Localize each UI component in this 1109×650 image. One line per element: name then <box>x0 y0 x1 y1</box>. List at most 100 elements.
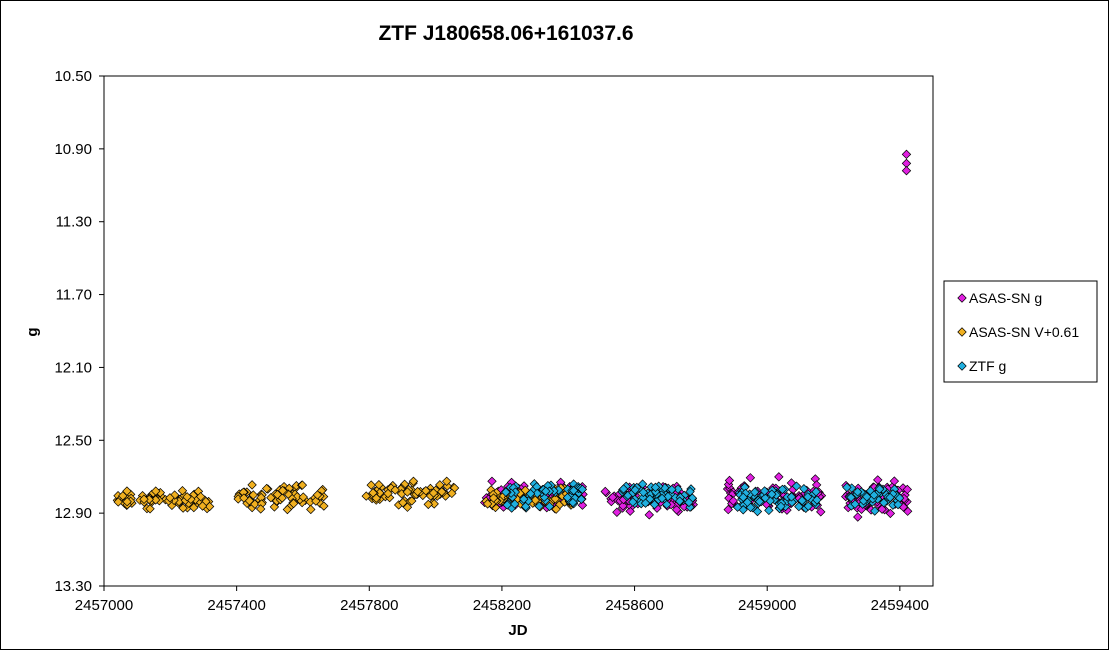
data-point <box>811 487 821 497</box>
data-point <box>435 480 445 490</box>
data-point <box>869 490 879 500</box>
data-point <box>442 476 452 486</box>
y-axis: 10.50 10.90 11.30 11.70 12.10 12.50 12.90 13.30 <box>54 68 104 595</box>
data-point <box>901 166 912 176</box>
data-point <box>390 485 400 495</box>
data-point <box>319 501 329 511</box>
data-point <box>650 482 661 493</box>
data-point <box>803 492 813 502</box>
y-tick-label: 11.30 <box>56 214 92 231</box>
data-point <box>799 484 809 494</box>
data-point <box>366 480 376 490</box>
y-tick-label: 13.30 <box>54 578 92 595</box>
data-point <box>794 501 804 512</box>
data-point <box>862 492 872 502</box>
legend-label: ZTF g <box>969 358 1006 374</box>
data-point <box>637 479 648 489</box>
x-tick-label: 2459000 <box>738 597 796 614</box>
data-point <box>893 499 903 510</box>
data-point <box>482 499 493 509</box>
data-point <box>577 484 588 495</box>
data-point <box>657 493 667 504</box>
data-point <box>577 500 588 510</box>
data-point <box>786 478 797 488</box>
data-point <box>266 493 276 503</box>
data-point <box>532 488 542 499</box>
data-point <box>774 472 784 482</box>
data-point <box>873 475 883 485</box>
data-point <box>791 481 802 491</box>
data-point <box>885 508 896 519</box>
data-point <box>777 484 788 495</box>
data-point <box>371 493 382 503</box>
data-point <box>374 480 384 490</box>
data-point <box>874 484 885 494</box>
data-point <box>723 504 733 515</box>
data-point <box>261 483 272 494</box>
data-point <box>618 501 628 511</box>
data-point <box>786 492 797 502</box>
data-point <box>685 502 695 512</box>
data-point <box>684 497 694 508</box>
data-point <box>177 486 188 496</box>
data-point <box>901 149 912 160</box>
data-point <box>797 495 807 506</box>
data-point <box>165 493 175 503</box>
data-point <box>562 492 573 503</box>
data-point <box>853 512 863 522</box>
data-point <box>122 486 132 496</box>
data-point <box>361 491 371 501</box>
data-point <box>732 502 743 512</box>
x-tick-label: 2457000 <box>75 597 133 614</box>
data-point <box>113 497 123 507</box>
data-point <box>667 484 677 495</box>
x-tick-label: 2459400 <box>871 597 929 614</box>
data-point <box>767 489 777 499</box>
data-point <box>760 493 770 503</box>
data-point <box>288 498 299 509</box>
data-point <box>754 496 765 507</box>
data-point <box>402 502 413 512</box>
data-point <box>776 501 786 512</box>
x-tick-label: 2458200 <box>473 597 531 614</box>
data-point <box>752 506 763 517</box>
data-point <box>530 495 541 505</box>
data-point <box>879 498 889 508</box>
data-point <box>674 496 685 506</box>
data-point <box>195 491 206 502</box>
data-point <box>407 496 417 506</box>
legend: ASAS-SN g ASAS-SN V+0.61 ZTF g <box>943 280 1098 383</box>
data-point <box>488 493 499 503</box>
data-point <box>568 497 578 508</box>
legend-label: ASAS-SN V+0.61 <box>969 324 1079 340</box>
data-point <box>383 488 393 499</box>
data-point <box>551 504 561 514</box>
data-point <box>297 480 308 490</box>
data-point <box>850 499 860 509</box>
data-point <box>519 494 529 504</box>
data-point <box>724 475 735 486</box>
data-point <box>671 505 682 515</box>
data-point <box>544 501 555 512</box>
y-tick-label: 12.10 <box>54 359 92 376</box>
y-tick-label: 12.90 <box>54 505 92 522</box>
data-point <box>151 486 161 496</box>
data-point <box>429 499 439 509</box>
data-points <box>112 149 913 522</box>
data-point <box>525 489 536 499</box>
x-tick-label: 2458600 <box>605 597 663 614</box>
data-point <box>541 486 551 496</box>
data-point <box>534 501 544 511</box>
data-point <box>402 487 413 497</box>
data-point <box>625 506 635 516</box>
x-tick-label: 2457800 <box>340 597 398 614</box>
x-axis: 2457000 2457400 2457800 2458200 2458600 24590… <box>75 586 929 614</box>
data-point <box>487 476 497 486</box>
data-point <box>312 490 323 500</box>
y-tick-label: 12.50 <box>54 432 92 449</box>
data-point <box>600 486 610 497</box>
data-point <box>787 497 797 507</box>
x-axis-label: JD <box>508 622 527 639</box>
